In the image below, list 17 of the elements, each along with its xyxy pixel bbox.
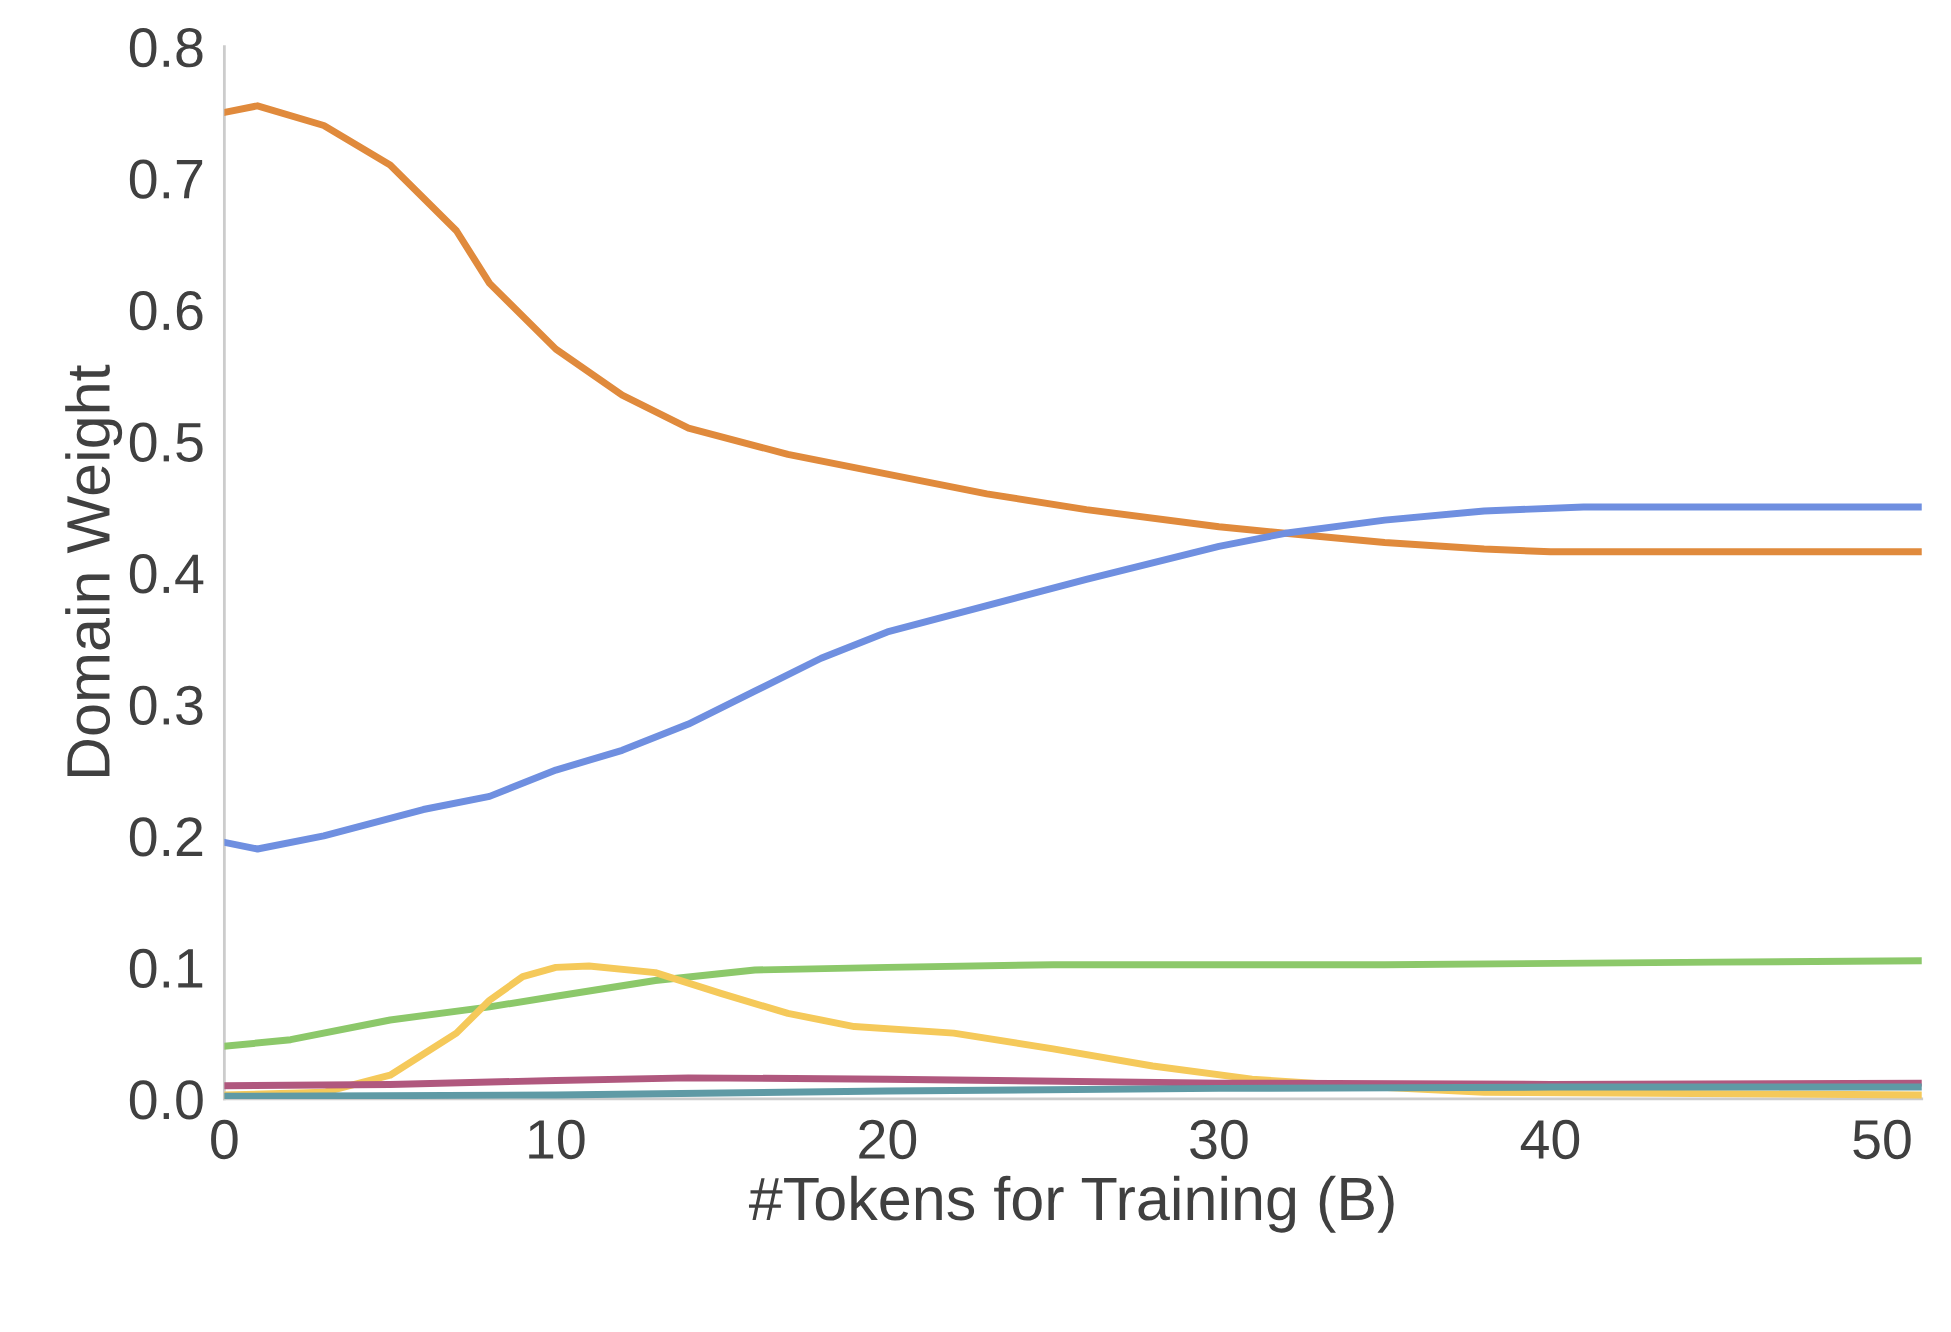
x-tick-label: 10 xyxy=(529,1119,585,1160)
x-tick-label: 50 xyxy=(1853,1119,1911,1160)
y-tick-label: 0.5 xyxy=(129,422,203,462)
y-tick-label: 0.8 xyxy=(129,27,203,68)
y-tick-label: 0.2 xyxy=(129,817,203,857)
y-tick-label: 0.4 xyxy=(129,554,204,594)
y-tick-label: 0.3 xyxy=(129,685,203,725)
y-axis-title: Domain Weight xyxy=(65,364,123,777)
y-tick-label: 0.1 xyxy=(129,948,203,989)
x-tick-label: 20 xyxy=(859,1119,917,1160)
x-tick-label: 30 xyxy=(1190,1119,1248,1160)
x-tick-label: 0 xyxy=(211,1119,238,1160)
y-tick-label: 0.6 xyxy=(129,291,203,331)
y-tick-label: 0.7 xyxy=(129,159,203,199)
x-tick-label: 40 xyxy=(1520,1119,1580,1160)
y-tick-label: 0.0 xyxy=(129,1080,203,1120)
x-axis-title: #Tokens for Training (B) xyxy=(748,1175,1394,1233)
